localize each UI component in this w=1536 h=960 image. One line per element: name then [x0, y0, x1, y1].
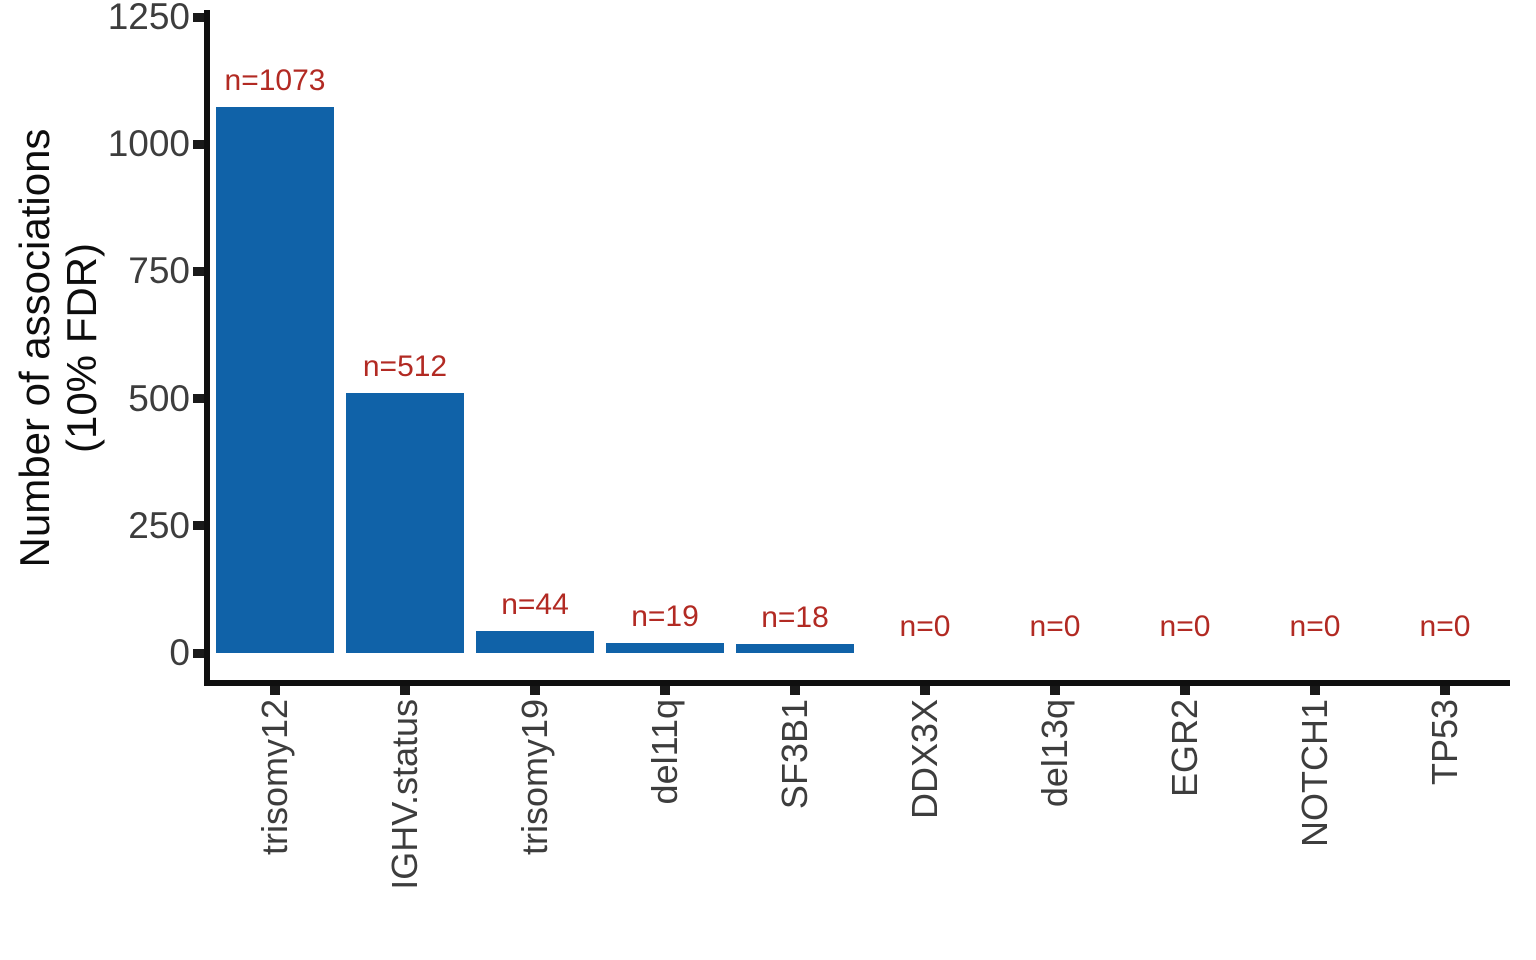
bar-value-label: n=1073 [224, 64, 326, 98]
y-tick-mark [193, 648, 204, 658]
x-tick-label: EGR2 [1164, 699, 1205, 798]
y-tick-mark [193, 394, 204, 404]
bar-value-label: n=0 [1419, 610, 1471, 643]
x-label-slot: DDX3X [860, 699, 990, 960]
bar-slot: n=19 [600, 14, 730, 680]
bar-value-label: n=0 [1159, 610, 1211, 643]
x-tick-mark [530, 686, 540, 695]
x-tick-mark [400, 686, 410, 695]
x-tick-label: trisomy12 [254, 699, 295, 856]
x-label-slot: trisomy19 [470, 699, 600, 960]
bar-slot: n=0 [860, 14, 990, 680]
x-tick-mark [920, 686, 930, 695]
y-tick-label: 1250 [107, 0, 190, 37]
bar-slot: n=0 [1380, 14, 1510, 680]
x-tick-label: trisomy19 [514, 699, 555, 856]
x-label-slot: TP53 [1380, 699, 1510, 960]
x-label-slot: del11q [600, 699, 730, 960]
bar-slot: n=512 [340, 14, 470, 680]
x-tick-mark [1050, 686, 1060, 695]
bar-value-label: n=44 [501, 587, 569, 621]
x-tick-label: TP53 [1424, 699, 1465, 786]
x-tick-label: SF3B1 [774, 699, 815, 810]
x-tick-label: NOTCH1 [1294, 699, 1335, 848]
bar [736, 643, 854, 653]
y-tick-mark [193, 266, 204, 276]
y-tick-label: 0 [169, 632, 190, 673]
x-tick-label: DDX3X [904, 699, 945, 820]
bar [346, 392, 464, 653]
y-axis-line [204, 10, 210, 686]
x-tick-label: IGHV.status [384, 699, 425, 890]
y-tick-label: 500 [128, 377, 190, 419]
x-tick-mark [270, 686, 280, 695]
y-tick-mark [193, 12, 204, 22]
x-label-slot: EGR2 [1120, 699, 1250, 960]
bar [216, 107, 334, 653]
bar-value-label: n=512 [362, 349, 448, 383]
x-tick-mark [660, 686, 670, 695]
bar-slot: n=0 [1250, 14, 1380, 680]
x-tick-mark [790, 686, 800, 695]
bar-value-label: n=19 [631, 600, 699, 634]
x-tick-mark [1310, 686, 1320, 695]
x-label-slot: IGHV.status [340, 699, 470, 960]
x-label-slot: SF3B1 [730, 699, 860, 960]
x-tick-label: del13q [1034, 699, 1075, 808]
plot-panel: n=1073 n=512 n=44 n=19 n=18 n=0 n=0 n=0 n=0 n=0 [210, 14, 1510, 680]
bar-slot: n=44 [470, 14, 600, 680]
bar-slot: n=0 [1120, 14, 1250, 680]
x-tick-mark [1440, 686, 1450, 695]
x-tick-mark [1180, 686, 1190, 695]
y-axis-tick-labels: 0 250 500 750 1000 1250 [0, 0, 190, 960]
x-label-slot: NOTCH1 [1250, 699, 1380, 960]
bar-slot: n=1073 [210, 14, 340, 680]
bar-slot: n=0 [990, 14, 1120, 680]
bar-value-label: n=0 [1029, 610, 1081, 643]
y-tick-label: 1000 [107, 123, 190, 165]
bar-value-label: n=18 [761, 600, 829, 634]
y-tick-mark [193, 521, 204, 531]
bar-value-label: n=0 [899, 610, 951, 643]
y-tick-label: 250 [128, 504, 190, 546]
bar-slot: n=18 [730, 14, 860, 680]
y-tick-label: 750 [128, 250, 190, 292]
y-tick-mark [193, 139, 204, 149]
x-axis-line [204, 680, 1510, 686]
x-label-slot: del13q [990, 699, 1120, 960]
bar-value-label: n=0 [1289, 610, 1341, 643]
bar [606, 643, 724, 653]
bar [476, 630, 594, 653]
x-tick-label: del11q [644, 699, 685, 805]
x-label-slot: trisomy12 [210, 699, 340, 960]
x-axis-tick-labels: trisomy12 IGHV.status trisomy19 del11q SF3B1… [210, 699, 1510, 960]
